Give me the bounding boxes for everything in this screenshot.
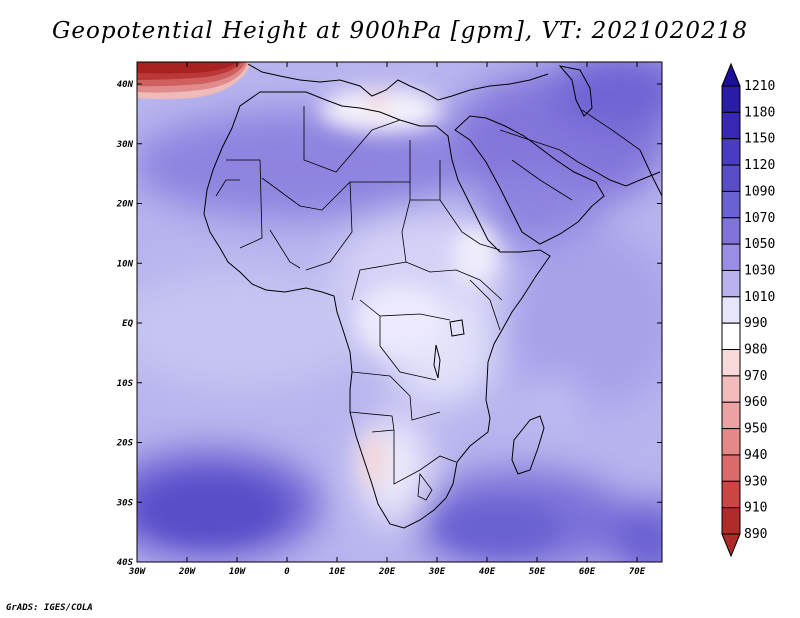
lat-tick-label: 40N xyxy=(117,80,134,90)
lon-tick-label: 60E xyxy=(579,567,596,577)
lake-tanganyika xyxy=(433,344,441,379)
lon-tick-label: 50E xyxy=(529,567,546,577)
lat-tick-label: 30N xyxy=(116,140,134,150)
latitude-axis: 40N 30N 20N 10N EQ 10S 20S 30S 40S xyxy=(116,80,662,568)
lat-tick-label: 10S xyxy=(117,379,134,389)
europe-coastline xyxy=(247,63,549,101)
colorbar-level-label: 1070 xyxy=(744,211,775,226)
colorbar-level-label: 1030 xyxy=(744,263,775,278)
madagascar-coastline xyxy=(511,415,545,475)
plot-area xyxy=(137,62,662,562)
colorbar-level-label: 970 xyxy=(744,369,767,384)
colorbar-swatch xyxy=(721,111,741,140)
field-south-atlantic-core xyxy=(140,478,280,542)
lat-tick-label: 20N xyxy=(116,200,134,210)
colorbar-level-label: 940 xyxy=(744,448,767,463)
lat-tick-label: 30S xyxy=(116,498,134,508)
colorbar-level-label: 1180 xyxy=(744,105,775,120)
field-ethiopia xyxy=(453,225,497,285)
colorbar-swatch xyxy=(721,507,741,535)
caspian-coastline xyxy=(558,65,593,117)
colorbar-swatch xyxy=(721,480,741,509)
colorbar-bottom-arrow xyxy=(721,533,741,558)
field-north-africa xyxy=(137,110,470,220)
india-coastline xyxy=(639,149,662,197)
colorbar-level-label: 1050 xyxy=(744,237,775,252)
field-atlantic-eq xyxy=(137,270,370,390)
colorbar-level-label: 1210 xyxy=(744,79,775,94)
lat-tick-label: EQ xyxy=(122,319,133,329)
country-borders xyxy=(215,106,641,501)
lon-tick-label: 40E xyxy=(479,567,496,577)
field-nw-high xyxy=(137,62,250,99)
africa-coastline xyxy=(203,91,551,529)
lon-tick-label: 20W xyxy=(178,567,197,577)
lon-tick-label: 0 xyxy=(284,567,290,577)
colorbar-swatch xyxy=(721,296,741,324)
colorbar-swatch xyxy=(721,375,741,403)
lon-tick-label: 20E xyxy=(378,567,396,577)
colorbar-level-label: 1010 xyxy=(744,290,775,305)
colorbar-swatch xyxy=(721,243,741,271)
colorbar-level-label: 1090 xyxy=(744,184,775,199)
colorbar: 1210 1180 1150 1120 1090 1070 1050 1030 1010 990 9… xyxy=(721,62,775,558)
colorbar-level-label: 960 xyxy=(744,395,767,410)
colorbar-swatch xyxy=(721,138,741,166)
colorbar-level-label: 1150 xyxy=(744,132,775,147)
map-title: Geopotential Height at 900hPa [gpm], VT:… xyxy=(52,18,748,44)
colorbar-swatch xyxy=(721,164,741,192)
lon-tick-label: 10E xyxy=(329,567,346,577)
field-indian-light xyxy=(530,380,580,420)
colorbar-level-label: 990 xyxy=(744,316,767,331)
coastlines xyxy=(203,63,662,529)
colorbar-swatch xyxy=(721,428,741,456)
lon-tick-label: 70E xyxy=(629,567,646,577)
field-namibia-warm xyxy=(361,430,385,490)
colorbar-swatch xyxy=(721,85,741,113)
colorbar-swatch xyxy=(721,190,741,219)
colorbar-swatch xyxy=(721,269,741,298)
field-sw-corner xyxy=(610,500,662,562)
lon-tick-label: 30W xyxy=(128,567,147,577)
arabia-coastline xyxy=(454,115,605,245)
colorbar-swatch xyxy=(721,454,741,482)
colorbar-swatch xyxy=(721,217,741,245)
field-ne-corner xyxy=(550,62,662,130)
colorbar-level-label: 950 xyxy=(744,422,767,437)
credit-label: GrADS: IGES/COLA xyxy=(6,603,93,613)
field-congo xyxy=(355,285,445,355)
colorbar-level-label: 890 xyxy=(744,527,767,542)
lake-victoria xyxy=(449,319,465,337)
lat-tick-label: 10N xyxy=(117,259,134,269)
colorbar-level-label: 980 xyxy=(744,343,767,358)
persian-gulf-coastline xyxy=(559,149,661,187)
plot-frame xyxy=(136,61,663,563)
lat-tick-label: 40S xyxy=(117,558,134,568)
field-indian-ocean xyxy=(500,230,662,410)
colorbar-level-label: 930 xyxy=(744,474,767,489)
field-arabia xyxy=(480,170,600,250)
colorbar-swatch xyxy=(721,401,741,430)
field-south-indian-core xyxy=(440,503,560,553)
colorbar-level-label: 910 xyxy=(744,501,767,516)
colorbar-level-label: 1120 xyxy=(744,158,775,173)
lon-tick-label: 30E xyxy=(428,567,446,577)
colorbar-swatch xyxy=(721,322,741,351)
colorbar-swatch xyxy=(721,349,741,377)
longitude-axis: 30W 20W 10W 0 10E 20E 30E 40E 50E 60E 70E xyxy=(128,62,646,577)
colorbar-top-arrow xyxy=(721,62,741,87)
lon-tick-label: 10W xyxy=(229,567,247,577)
lat-tick-label: 20S xyxy=(116,439,134,449)
